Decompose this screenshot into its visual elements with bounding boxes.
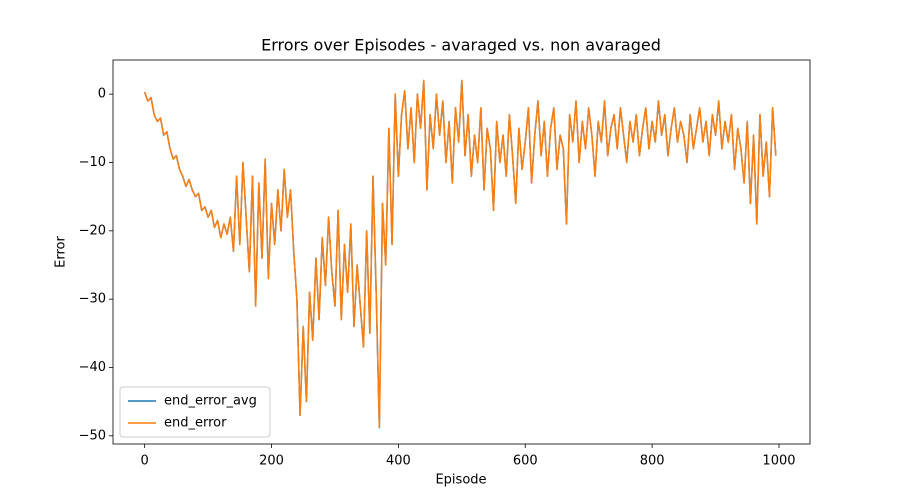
plot-frame	[112, 59, 811, 445]
data-line	[143, 79, 777, 429]
chart-title: Errors over Episodes - avaraged vs. non …	[261, 36, 661, 55]
data-line	[143, 79, 777, 429]
legend-box	[119, 386, 271, 438]
x-tick-label: 400	[386, 454, 411, 469]
legend-label: end_error	[164, 416, 227, 431]
x-tick-label: 1000	[762, 454, 795, 469]
y-tick-label: −50	[79, 428, 106, 443]
x-tick-label: 200	[259, 454, 284, 469]
y-tick-label: 0	[98, 87, 106, 102]
x-tick-label: 800	[640, 454, 665, 469]
x-tick-label: 600	[513, 454, 538, 469]
y-axis-label: Error	[54, 236, 69, 268]
legend-label: end_error_avg	[164, 394, 257, 409]
y-tick-label: −40	[79, 360, 106, 375]
y-tick-label: −10	[79, 155, 106, 170]
y-tick-label: −30	[79, 292, 106, 307]
y-tick-label: −20	[79, 223, 106, 238]
x-tick-label: 0	[141, 454, 149, 469]
x-axis-label: Episode	[435, 473, 486, 488]
